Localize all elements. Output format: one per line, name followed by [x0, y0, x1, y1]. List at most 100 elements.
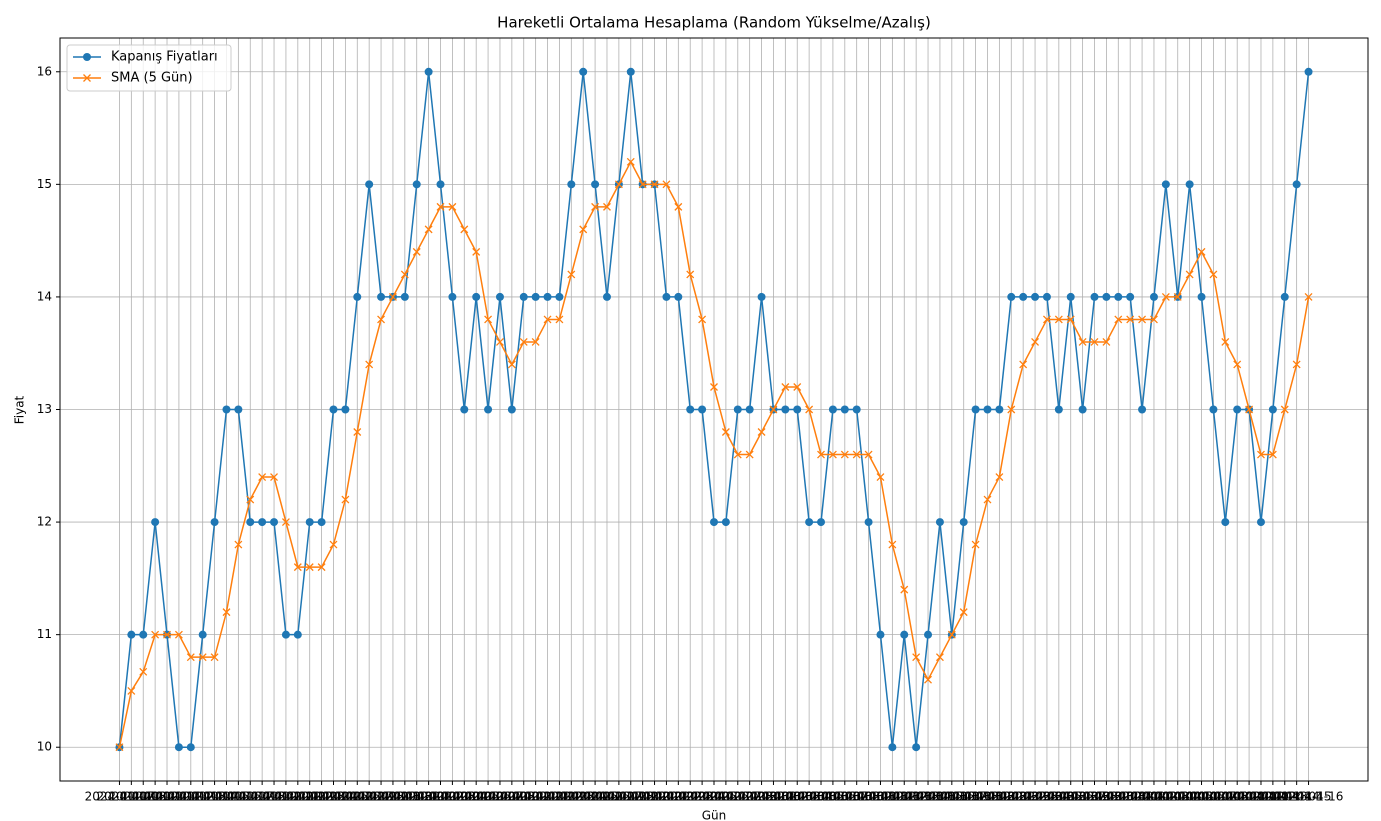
- point: [127, 630, 136, 639]
- point: [1102, 337, 1111, 346]
- point: [876, 630, 885, 639]
- x-tick-label: 2024-02-21: [620, 790, 690, 804]
- x-tick-label: 2024-02-03: [406, 790, 476, 804]
- point: [460, 405, 469, 414]
- x-tick-label: 2024-04-02: [1107, 790, 1177, 804]
- x-tick-label: 2024-04-16: [1274, 790, 1344, 804]
- x-tick-label: 2024-02-23: [643, 790, 713, 804]
- point: [1197, 247, 1206, 256]
- point: [924, 630, 933, 639]
- legend-box: [66, 44, 232, 92]
- x-tick-label: 2024-01-21: [251, 790, 321, 804]
- x-tick-label: 2024-01-09: [108, 790, 178, 804]
- point: [900, 630, 909, 639]
- point: [1078, 405, 1087, 414]
- point: [270, 473, 278, 482]
- x-tick-label: 2024-03-21: [965, 790, 1035, 804]
- x-tick-label: 2024-03-05: [774, 790, 844, 804]
- x-tick-label: 2024-02-20: [608, 790, 678, 804]
- point: [1197, 292, 1206, 301]
- point: [222, 608, 231, 617]
- x-tick-label: 2024-02-28: [703, 790, 773, 804]
- point: [555, 292, 564, 301]
- point: [460, 225, 469, 234]
- point: [1126, 315, 1135, 324]
- point: [139, 667, 148, 676]
- legend-label: SMA (5 Gün): [111, 71, 193, 86]
- x-tick-label: 2024-03-28: [1048, 790, 1118, 804]
- point: [828, 450, 837, 459]
- x-tick-label: 2024-03-13: [869, 790, 939, 804]
- point: [400, 292, 409, 301]
- point: [317, 563, 326, 572]
- x-tick-label: 2024-03-04: [762, 790, 832, 804]
- point: [317, 518, 326, 527]
- point: [662, 292, 671, 301]
- point: [329, 540, 338, 549]
- x-tick-label: 2024-02-19: [596, 790, 666, 804]
- x-tick-label: 2024-03-24: [1000, 790, 1070, 804]
- x-tick-label: 2024-01-24: [287, 790, 357, 804]
- point: [484, 405, 493, 414]
- point: [626, 157, 635, 166]
- point: [710, 518, 718, 527]
- point: [186, 743, 195, 752]
- x-axis-label: Gün: [702, 809, 727, 821]
- point: [567, 180, 576, 189]
- x-tick-label: 2024-02-09: [477, 790, 547, 804]
- point: [686, 405, 695, 414]
- x-tick-label: 2024-04-04: [1131, 790, 1201, 804]
- point: [745, 405, 754, 414]
- point: [888, 743, 897, 752]
- point: [198, 630, 207, 639]
- point: [1233, 405, 1242, 414]
- x-tick-label: 2024-03-25: [1012, 790, 1082, 804]
- point: [1150, 315, 1158, 324]
- x-tick-label: 2024-02-26: [679, 790, 749, 804]
- point: [1007, 405, 1016, 414]
- point: [1019, 292, 1028, 301]
- point: [1019, 360, 1028, 369]
- point: [377, 315, 386, 324]
- point: [1114, 315, 1123, 324]
- x-tick-label: 2024-02-02: [394, 790, 464, 804]
- y-tick-label: 10: [37, 740, 52, 754]
- x-tick-label: 2024-03-03: [750, 790, 820, 804]
- point: [305, 518, 314, 527]
- point: [1256, 518, 1265, 527]
- point: [793, 383, 802, 391]
- legend: Kapanış Fiyatları SMA (5 Gün): [66, 44, 232, 92]
- point: [174, 743, 183, 752]
- x-tick-label: 2024-03-02: [739, 790, 809, 804]
- point: [127, 686, 136, 695]
- point: [222, 405, 231, 414]
- x-tick-label: 2024-02-18: [584, 790, 654, 804]
- x-tick-label: 2024-01-26: [311, 790, 381, 804]
- y-tick-label: 11: [37, 627, 52, 641]
- x-tick-label: 2024-04-14: [1250, 790, 1320, 804]
- point: [1126, 292, 1135, 301]
- point: [935, 518, 944, 527]
- point: [1007, 292, 1016, 301]
- x-tick-label: 2024-02-27: [691, 790, 761, 804]
- point: [674, 292, 683, 301]
- point: [151, 630, 160, 639]
- point: [210, 653, 219, 662]
- point: [638, 180, 647, 189]
- x-tick-label: 2024-01-17: [203, 790, 273, 804]
- x-tick-label: 2024-04-03: [1119, 790, 1189, 804]
- point: [888, 540, 897, 549]
- x-tick-label: 2024-01-18: [215, 790, 285, 804]
- point: [769, 405, 778, 414]
- point: [174, 630, 183, 639]
- x-tick-label: 2024-02-04: [418, 790, 488, 804]
- point: [1042, 315, 1051, 324]
- point: [864, 518, 873, 527]
- point: [424, 67, 433, 76]
- point: [1066, 292, 1075, 301]
- point: [876, 473, 885, 482]
- x-tick-label: 2024-03-27: [1036, 790, 1106, 804]
- point: [1245, 405, 1254, 414]
- point: [388, 292, 397, 301]
